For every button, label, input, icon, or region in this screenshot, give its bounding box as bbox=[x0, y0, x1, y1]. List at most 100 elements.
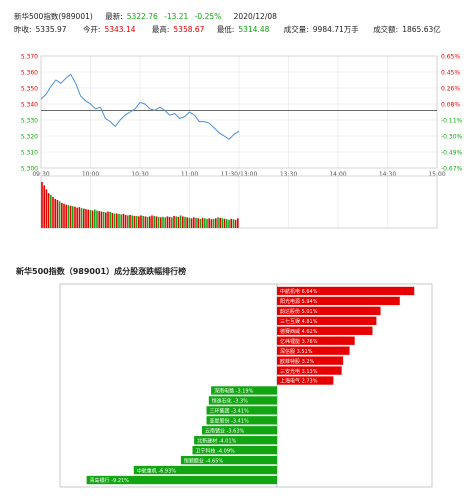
x-tick-label: 13:30 bbox=[280, 171, 297, 178]
ranking-bar-label: 恒顺醋业 -4.65% bbox=[184, 457, 224, 464]
volume-bar bbox=[219, 217, 221, 228]
volume-bar bbox=[162, 216, 164, 228]
volume-bar bbox=[138, 216, 140, 228]
ranking-bar bbox=[277, 316, 377, 325]
ranking-bar bbox=[192, 446, 277, 455]
latest-label: 最新: bbox=[105, 12, 123, 21]
volume-value: 9984.71万手 bbox=[312, 25, 359, 34]
volume-bar bbox=[237, 218, 239, 228]
ranking-bar bbox=[180, 455, 277, 465]
x-tick-label: 14:00 bbox=[329, 171, 346, 178]
volume-bar bbox=[109, 212, 111, 228]
volume-bar bbox=[127, 215, 129, 228]
volume-bar bbox=[87, 209, 89, 228]
y-tick-right: 0.45% bbox=[441, 70, 460, 77]
ranking-bar-label: 深信服 3.51% bbox=[280, 348, 313, 355]
quote-header-row-1: 新华500指数(989001) 最新: 5322.76 -13.21 -0.25%… bbox=[14, 11, 281, 22]
volume-bar bbox=[208, 218, 210, 228]
ranking-bar-label: 中航机电 6.64% bbox=[280, 288, 318, 295]
volume-bar bbox=[221, 218, 224, 228]
ranking-bar bbox=[277, 306, 381, 316]
y-tick-right: 0.26% bbox=[441, 86, 460, 93]
volume-bar bbox=[166, 216, 169, 228]
change-value: -13.21 bbox=[164, 12, 189, 21]
ranking-bar-label: 上海电气 2.73% bbox=[280, 378, 318, 385]
ranking-bar bbox=[206, 406, 277, 415]
ranking-bar-label: 恒逸石化 -3.3% bbox=[212, 398, 248, 405]
ranking-bar bbox=[194, 436, 277, 445]
volume-bar bbox=[111, 212, 114, 228]
y-tick-right: -0.49% bbox=[441, 150, 463, 157]
volume-bar bbox=[76, 207, 78, 228]
volume-bar bbox=[153, 215, 155, 228]
volume-bar bbox=[65, 204, 67, 228]
volume-bar bbox=[94, 209, 96, 228]
ranking-bar bbox=[206, 416, 277, 425]
quote-header-row-2: 昨收: 5335.97 今开: 5343.14 最高: 5358.67 最低: 5314… bbox=[14, 24, 445, 35]
volume-bar bbox=[230, 218, 232, 228]
x-tick-label: 10:30 bbox=[131, 171, 148, 178]
volume-bar bbox=[47, 193, 50, 228]
ranking-bar bbox=[277, 346, 350, 355]
y-tick-right: -0.11% bbox=[441, 118, 463, 125]
volume-bar bbox=[223, 218, 226, 228]
y-tick-left: 5.330 bbox=[21, 118, 38, 125]
volume-bar bbox=[186, 217, 188, 228]
volume-bar bbox=[43, 185, 45, 228]
volume-bar bbox=[74, 206, 76, 228]
ranking-bar bbox=[277, 376, 334, 385]
volume-bar bbox=[226, 219, 228, 228]
y-tick-left: 5.310 bbox=[21, 150, 38, 157]
y-tick-left: 5.300 bbox=[21, 166, 38, 173]
open-value: 5343.14 bbox=[104, 25, 136, 34]
volume-bar bbox=[45, 189, 48, 228]
high-value: 5358.67 bbox=[173, 25, 205, 34]
volume-bar bbox=[69, 205, 72, 228]
volume-bar bbox=[232, 219, 235, 228]
x-tick-label: 11:00 bbox=[181, 171, 198, 178]
volume-bar bbox=[146, 216, 149, 228]
volume-bar bbox=[118, 213, 120, 228]
y-tick-right: 0.65% bbox=[441, 54, 460, 61]
volume-bar bbox=[182, 216, 184, 228]
volume-bar bbox=[164, 217, 166, 228]
volume-bar bbox=[102, 212, 105, 228]
volume-bar bbox=[58, 201, 61, 228]
ranking-bar bbox=[86, 475, 277, 485]
price-panel-border bbox=[40, 55, 438, 169]
x-tick-label: 09:30 bbox=[32, 171, 49, 178]
volume-bar bbox=[50, 195, 52, 228]
ranking-bar bbox=[277, 326, 373, 335]
volume-bar bbox=[179, 215, 182, 228]
ranking-bar bbox=[277, 286, 415, 296]
volume-bar bbox=[113, 213, 116, 228]
turnover-value: 1865.63亿 bbox=[402, 25, 441, 34]
ranking-bar bbox=[277, 336, 355, 345]
x-tick-label: 15:00 bbox=[428, 171, 445, 178]
ranking-bar bbox=[133, 465, 277, 475]
volume-bar bbox=[52, 197, 54, 228]
volume-panel-border bbox=[40, 175, 438, 229]
volume-bar bbox=[98, 211, 100, 228]
volume-bar bbox=[129, 214, 131, 228]
volume-bar bbox=[54, 198, 56, 228]
volume-bar bbox=[116, 213, 118, 228]
volume-bar bbox=[56, 199, 59, 228]
intraday-chart: 5.370 0.65% 5.360 0.45% 5.350 0.26% 5.340 0.08%… bbox=[21, 54, 463, 229]
volume-bar bbox=[135, 215, 138, 228]
ranking-bar bbox=[277, 366, 342, 375]
volume-bar bbox=[199, 218, 202, 228]
volume-bar bbox=[72, 206, 74, 228]
volume-bar bbox=[160, 217, 162, 228]
volume-bar bbox=[173, 215, 175, 228]
volume-bar bbox=[63, 203, 65, 228]
volume-bar bbox=[171, 217, 173, 228]
volume-bar bbox=[217, 217, 219, 228]
low-value: 5314.48 bbox=[238, 25, 270, 34]
volume-bar bbox=[131, 215, 133, 228]
y-tick-left: 5.350 bbox=[21, 86, 38, 93]
ranking-bar-label: 云南锗业 -3.63% bbox=[205, 427, 245, 434]
ranking-bar bbox=[201, 426, 277, 435]
ranking-bar-label: 三安光电 3.13% bbox=[280, 368, 318, 375]
prev-close-label: 昨收: bbox=[14, 25, 32, 34]
